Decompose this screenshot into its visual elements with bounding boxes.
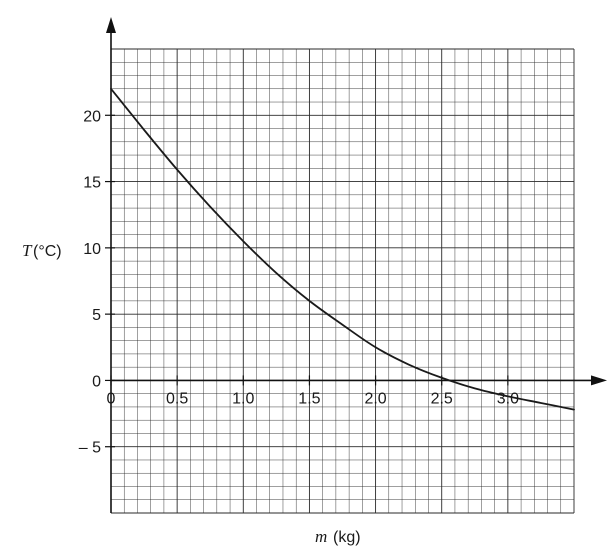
x-axis-label-unit: (kg) [333,529,361,546]
y-axis-label-unit: (°C) [33,243,62,260]
axis-ticks: 0 0.5 1.0 1.5 2.0 2.5 3.0 20 15 10 5 0 – 5 [79,108,519,456]
y-axis-arrow-icon [106,17,116,33]
axes [106,17,607,513]
x-tick-label: 0 [107,390,116,407]
y-tick-label: 5 [92,307,101,324]
series-layer [110,87,575,411]
x-axis-arrow-icon [591,375,607,386]
x-tick-label: 2.5 [431,390,453,407]
x-tick-label: 1.0 [232,390,254,407]
y-tick-label: 10 [83,241,101,258]
y-tick-label: 15 [83,175,101,192]
grid-minor-lines [111,49,574,513]
x-tick-label: 0.5 [166,390,188,407]
y-axis-label-var: T [22,241,33,260]
x-tick-label: 3.0 [497,390,519,407]
y-tick-label: 20 [83,108,101,125]
x-tick-label: 2.0 [364,390,386,407]
y-tick-label: 0 [92,373,101,390]
series-line [110,87,575,411]
y-tick-label: – 5 [79,440,101,457]
x-axis-label-var: m [315,527,327,546]
x-tick-label: 1.5 [298,390,320,407]
grid-major-lines [110,48,575,514]
